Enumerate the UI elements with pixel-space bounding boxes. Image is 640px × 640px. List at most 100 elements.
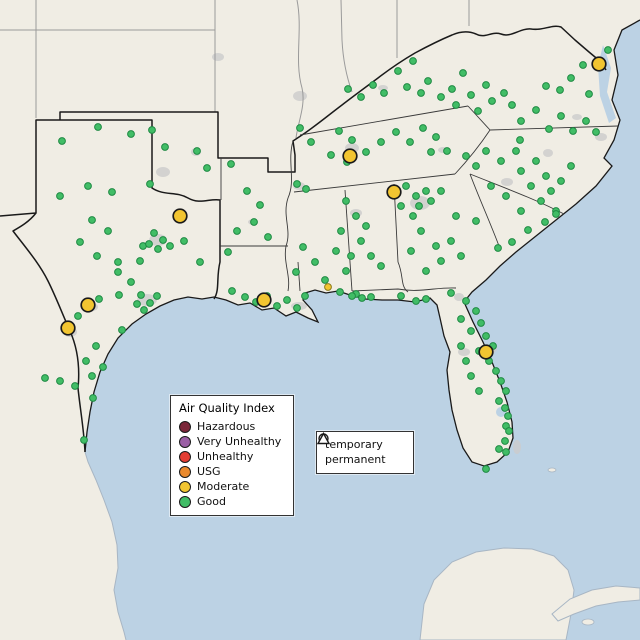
station-marker[interactable] xyxy=(377,138,385,146)
station-marker[interactable] xyxy=(146,299,154,307)
station-marker[interactable] xyxy=(335,127,343,135)
station-marker[interactable] xyxy=(432,242,440,250)
station-marker[interactable] xyxy=(292,268,300,276)
station-marker[interactable] xyxy=(89,394,97,402)
station-marker[interactable] xyxy=(557,177,565,185)
station-marker[interactable] xyxy=(501,437,509,445)
station-marker[interactable] xyxy=(76,238,84,246)
station-marker[interactable] xyxy=(367,293,375,301)
station-marker[interactable] xyxy=(293,304,301,312)
station-marker[interactable] xyxy=(427,197,435,205)
station-marker[interactable] xyxy=(532,157,540,165)
station-marker[interactable] xyxy=(482,332,490,340)
station-marker[interactable] xyxy=(501,404,509,412)
station-marker[interactable] xyxy=(502,448,510,456)
station-marker[interactable] xyxy=(585,90,593,98)
station-marker[interactable] xyxy=(193,147,201,155)
station-marker[interactable] xyxy=(567,74,575,82)
station-marker[interactable] xyxy=(541,218,549,226)
station-marker[interactable] xyxy=(84,182,92,190)
station-marker[interactable] xyxy=(397,292,405,300)
station-marker[interactable] xyxy=(427,148,435,156)
station-marker[interactable] xyxy=(412,192,420,200)
station-marker[interactable] xyxy=(424,77,432,85)
station-marker[interactable] xyxy=(357,93,365,101)
station-marker[interactable] xyxy=(93,252,101,260)
station-marker[interactable] xyxy=(504,412,512,420)
station-marker[interactable] xyxy=(579,61,587,69)
station-marker[interactable] xyxy=(114,268,122,276)
station-marker[interactable] xyxy=(516,136,524,144)
station-marker[interactable] xyxy=(402,182,410,190)
station-marker[interactable] xyxy=(94,123,102,131)
station-marker[interactable] xyxy=(296,124,304,132)
station-marker[interactable] xyxy=(332,247,340,255)
station-marker[interactable] xyxy=(497,377,505,385)
station-marker[interactable] xyxy=(582,117,590,125)
station-marker[interactable] xyxy=(159,236,167,244)
station-marker[interactable] xyxy=(462,297,470,305)
station-marker[interactable] xyxy=(403,83,411,91)
station-marker[interactable] xyxy=(342,197,350,205)
station-marker[interactable] xyxy=(437,93,445,101)
station-marker[interactable] xyxy=(136,257,144,265)
station-marker[interactable] xyxy=(145,240,153,248)
station-marker[interactable] xyxy=(437,187,445,195)
station-marker[interactable] xyxy=(417,89,425,97)
station-marker[interactable] xyxy=(492,367,500,375)
station-marker[interactable] xyxy=(422,295,430,303)
station-marker[interactable] xyxy=(482,81,490,89)
station-marker[interactable] xyxy=(380,89,388,97)
station-marker[interactable] xyxy=(517,167,525,175)
station-marker[interactable] xyxy=(241,293,249,301)
station-marker[interactable] xyxy=(567,162,575,170)
station-marker[interactable] xyxy=(517,117,525,125)
station-marker[interactable] xyxy=(311,258,319,266)
station-marker[interactable] xyxy=(352,212,360,220)
station-marker[interactable] xyxy=(80,436,88,444)
station-marker[interactable] xyxy=(542,172,550,180)
station-marker[interactable] xyxy=(293,180,301,188)
station-marker[interactable] xyxy=(148,126,156,134)
station-marker[interactable] xyxy=(299,243,307,251)
station-marker[interactable] xyxy=(467,327,475,335)
station-marker[interactable] xyxy=(367,252,375,260)
station-marker[interactable] xyxy=(569,127,577,135)
station-marker[interactable] xyxy=(357,237,365,245)
station-marker[interactable] xyxy=(527,182,535,190)
station-marker[interactable] xyxy=(552,210,560,218)
station-marker[interactable] xyxy=(196,258,204,266)
station-marker[interactable] xyxy=(307,138,315,146)
station-marker[interactable] xyxy=(172,208,188,224)
station-marker[interactable] xyxy=(417,227,425,235)
station-marker[interactable] xyxy=(517,207,525,215)
station-marker[interactable] xyxy=(224,248,232,256)
station-marker[interactable] xyxy=(495,445,503,453)
station-marker[interactable] xyxy=(250,218,258,226)
station-marker[interactable] xyxy=(92,342,100,350)
station-marker[interactable] xyxy=(452,212,460,220)
station-marker[interactable] xyxy=(512,147,520,155)
station-marker[interactable] xyxy=(386,184,402,200)
station-marker[interactable] xyxy=(422,187,430,195)
station-marker[interactable] xyxy=(344,85,352,93)
station-marker[interactable] xyxy=(377,262,385,270)
station-marker[interactable] xyxy=(419,124,427,132)
station-marker[interactable] xyxy=(82,357,90,365)
station-marker[interactable] xyxy=(321,276,329,284)
station-marker[interactable] xyxy=(532,106,540,114)
station-marker[interactable] xyxy=(437,257,445,265)
station-marker[interactable] xyxy=(273,302,281,310)
station-marker[interactable] xyxy=(482,147,490,155)
station-marker[interactable] xyxy=(324,283,332,291)
station-marker[interactable] xyxy=(137,291,145,299)
station-marker[interactable] xyxy=(327,151,335,159)
station-marker[interactable] xyxy=(342,148,358,164)
station-marker[interactable] xyxy=(406,138,414,146)
station-marker[interactable] xyxy=(462,357,470,365)
station-marker[interactable] xyxy=(474,107,482,115)
station-marker[interactable] xyxy=(58,137,66,145)
station-marker[interactable] xyxy=(243,187,251,195)
station-marker[interactable] xyxy=(495,397,503,405)
station-marker[interactable] xyxy=(475,387,483,395)
